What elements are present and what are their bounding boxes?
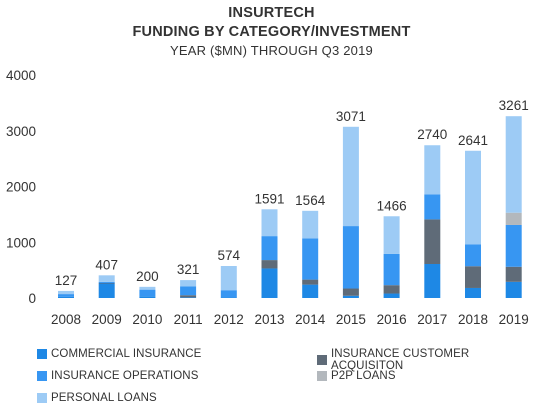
legend-item: INSURANCE CUSTOMER ACQUISITON	[317, 348, 543, 372]
legend-swatch	[317, 371, 327, 381]
bar-segment-personal-loans-2015	[342, 126, 359, 227]
chart-title-line1: INSURTECH	[228, 5, 315, 21]
bar-total-label: 1564	[295, 193, 326, 208]
legend-item: PERSONAL LOANS	[37, 392, 157, 404]
bar-segment-commercial-insurance-2013	[261, 268, 278, 298]
bar-segment-personal-loans-2016	[383, 216, 400, 254]
bar-segment-insurance-operations-2013	[261, 236, 278, 261]
bar-segment-insurance-customer-acquisiton-2016	[383, 285, 400, 294]
bar-total-label: 3071	[336, 109, 366, 124]
bar-segment-personal-loans-2014	[302, 210, 319, 239]
bar-segment-commercial-insurance-2018	[465, 287, 481, 298]
bar-segment-commercial-insurance-2015	[342, 295, 359, 298]
x-tick-label: 2011	[174, 312, 203, 327]
bar-segment-insurance-operations-2019	[505, 224, 522, 267]
x-tick-label: 2009	[92, 312, 122, 327]
x-tick-label: 2015	[336, 312, 366, 327]
bar-segment-commercial-insurance-2011	[180, 297, 197, 298]
bar-segment-personal-loans-2008	[58, 290, 74, 295]
bar-total-label: 1591	[254, 191, 284, 206]
bar-segment-commercial-insurance-2012	[220, 297, 237, 298]
bar-total-label: 127	[55, 273, 78, 288]
bar-segment-commercial-insurance-2008	[58, 296, 74, 298]
x-tick-label: 2017	[417, 312, 447, 327]
bar-segment-commercial-insurance-2016	[383, 293, 400, 298]
bar-total-label: 574	[218, 248, 241, 263]
legend-swatch	[37, 349, 47, 359]
bar-segment-commercial-insurance-2019	[505, 281, 522, 298]
bar-segment-commercial-insurance-2009	[98, 283, 115, 298]
bar-segment-insurance-operations-2018	[465, 244, 481, 267]
x-tick-label: 2010	[132, 312, 162, 327]
bar-total-label: 2740	[417, 127, 447, 142]
bar-segment-commercial-insurance-2017	[424, 263, 441, 298]
legend-label: COMMERCIAL INSURANCE	[51, 348, 202, 360]
bar-segment-commercial-insurance-2010	[139, 296, 156, 298]
chart-title-line2: FUNDING BY CATEGORY/INVESTMENT	[132, 24, 411, 40]
legend-item: INSURANCE OPERATIONS	[37, 370, 198, 382]
bar-segment-insurance-customer-acquisiton-2015	[342, 288, 359, 296]
bar-total-label: 321	[177, 262, 200, 277]
bar-segment-insurance-customer-acquisiton-2014	[302, 279, 319, 285]
bar-total-label: 2641	[458, 133, 488, 148]
stacked-bar-chart: 0 1000 2000 3000 4000 127 2008 407 2009 200 2010 32…	[6, 68, 529, 327]
bar-segment-insurance-operations-2011	[180, 286, 197, 296]
bar-segment-insurance-customer-acquisiton-2011	[180, 295, 197, 298]
bar-segment-insurance-operations-2014	[302, 238, 319, 280]
bar-segment-insurance-operations-2009	[98, 281, 115, 283]
x-tick-label: 2014	[295, 312, 326, 327]
bar-segment-personal-loans-2018	[465, 150, 481, 245]
bar-segment-insurance-customer-acquisiton-2019	[505, 266, 522, 282]
x-tick-label: 2016	[377, 312, 407, 327]
x-tick-label: 2018	[458, 312, 488, 327]
bar-segment-personal-loans-2017	[424, 145, 441, 195]
legend-swatch	[37, 371, 47, 381]
bar-segment-insurance-operations-2017	[424, 194, 441, 220]
legend-item: P2P LOANS	[317, 370, 396, 382]
bar-segment-insurance-operations-2010	[139, 289, 156, 297]
bar-segment-personal-loans-2009	[98, 275, 115, 282]
y-tick-label: 2000	[6, 180, 36, 195]
bar-segment-personal-loans-2010	[139, 286, 156, 290]
bar-segment-insurance-customer-acquisiton-2013	[261, 260, 278, 269]
y-tick-label: 1000	[6, 235, 36, 250]
chart-titles: INSURTECH FUNDING BY CATEGORY/INVESTMENT…	[0, 4, 543, 60]
bar-segment-insurance-customer-acquisiton-2017	[424, 219, 441, 264]
bar-segment-personal-loans-2011	[180, 280, 197, 287]
bar-segment-personal-loans-2019	[505, 116, 522, 213]
bar-segment-commercial-insurance-2014	[302, 284, 319, 298]
x-tick-label: 2008	[51, 312, 81, 327]
bar-segment-insurance-customer-acquisiton-2009	[98, 282, 115, 284]
bar-total-label: 3261	[499, 98, 529, 113]
bar-segment-insurance-operations-2016	[383, 253, 400, 286]
chart-legend: COMMERCIAL INSURANCE INSURANCE CUSTOMER A…	[0, 340, 543, 407]
legend-label: INSURANCE OPERATIONS	[51, 370, 199, 382]
legend-label: PERSONAL LOANS	[51, 392, 157, 404]
x-tick-label: 2019	[499, 312, 529, 327]
chart-subtitle: YEAR ($MN) THROUGH Q3 2019	[170, 43, 373, 58]
y-tick-label: 0	[28, 291, 36, 306]
legend-label: INSURANCE CUSTOMER ACQUISITON	[330, 348, 470, 372]
legend-swatch	[37, 393, 47, 403]
bar-segment-personal-loans-2013	[261, 209, 278, 237]
bar-segment-insurance-operations-2015	[342, 226, 359, 289]
bar-segment-insurance-operations-2012	[220, 290, 237, 298]
legend-item: COMMERCIAL INSURANCE	[37, 348, 201, 360]
bar-segment-p2p-loans-2019	[505, 212, 522, 225]
y-tick-label: 4000	[6, 68, 36, 83]
bar-segment-insurance-operations-2008	[58, 294, 74, 297]
y-tick-label: 3000	[6, 124, 36, 139]
x-tick-label: 2013	[254, 312, 284, 327]
bar-total-label: 1466	[377, 198, 407, 213]
legend-swatch	[317, 355, 327, 365]
bar-total-label: 407	[95, 257, 118, 272]
x-tick-label: 2012	[214, 312, 244, 327]
bar-segment-insurance-customer-acquisiton-2018	[465, 266, 481, 288]
bar-segment-personal-loans-2012	[220, 265, 237, 291]
legend-label: P2P LOANS	[331, 370, 396, 382]
bar-total-label: 200	[136, 269, 159, 284]
